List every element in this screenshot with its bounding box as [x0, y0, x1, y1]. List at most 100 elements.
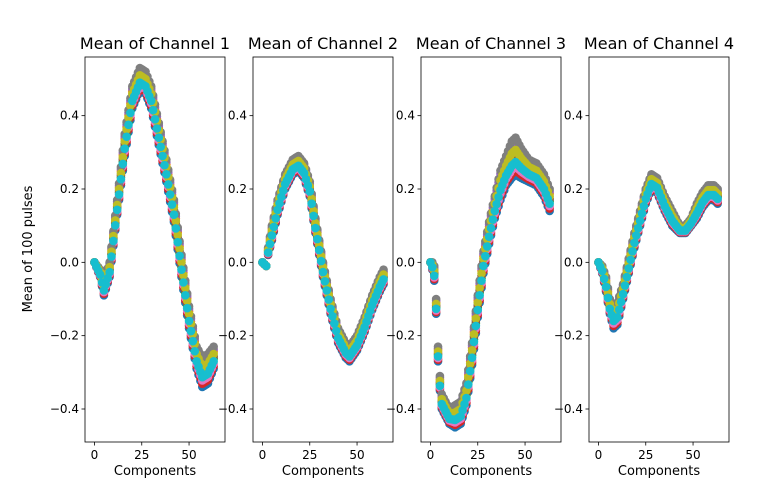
data-point — [601, 282, 611, 292]
x-tick-label: 25 — [638, 448, 653, 462]
data-point — [614, 305, 624, 314]
data-point — [473, 298, 483, 307]
data-point — [154, 133, 164, 142]
x-axis-label: Components — [618, 464, 700, 479]
data-point — [152, 124, 162, 133]
y-tick-label: 0.4 — [564, 109, 583, 123]
data-point — [184, 316, 194, 326]
data-point — [628, 247, 637, 256]
y-tick-label: −0.4 — [218, 402, 247, 416]
data-point — [177, 265, 186, 274]
data-point — [633, 223, 643, 233]
x-axis-label: Components — [282, 464, 364, 479]
data-point — [630, 238, 639, 248]
data-point — [314, 245, 324, 255]
data-point — [492, 199, 501, 209]
data-point — [265, 239, 275, 249]
data-point — [267, 231, 277, 240]
data-point — [316, 256, 326, 266]
data-point — [116, 168, 126, 178]
x-axis-label: Components — [450, 464, 532, 479]
data-point — [713, 194, 722, 204]
data-point — [479, 261, 488, 271]
data-point — [124, 120, 133, 130]
data-point — [167, 200, 177, 209]
x-tick-label: 50 — [517, 448, 532, 462]
data-point — [464, 380, 473, 389]
data-point — [622, 272, 632, 282]
data-point — [481, 251, 490, 261]
scatter-points — [90, 63, 218, 392]
scatter-points — [594, 170, 722, 333]
scatter-points — [258, 151, 388, 366]
data-point — [307, 199, 316, 208]
data-point — [126, 108, 135, 118]
data-point — [107, 252, 116, 261]
y-tick-label: 0.0 — [396, 255, 415, 269]
data-point — [429, 271, 439, 281]
x-tick-label: 25 — [302, 448, 317, 462]
data-point — [179, 278, 188, 287]
x-axis-label: Components — [114, 464, 196, 479]
y-tick-label: 0.4 — [228, 109, 247, 123]
subplot-1: 0 25 50 −0.4 −0.2 0.0 0.2 0.4 Mean of Channel 1 C… — [50, 34, 230, 479]
axes-frame — [84, 56, 226, 443]
data-point — [469, 330, 479, 339]
data-point — [330, 319, 339, 328]
data-point — [620, 281, 630, 290]
data-point — [120, 144, 130, 153]
data-point — [156, 142, 165, 152]
data-point — [626, 255, 635, 265]
chart-title: Mean of Channel 3 — [416, 34, 566, 53]
data-point — [467, 346, 477, 355]
data-point — [624, 264, 634, 273]
data-point — [112, 205, 122, 215]
data-point — [484, 232, 494, 241]
subplot-3: 0 25 50 −0.4 −0.2 0.0 0.2 0.4 Mean of Channel 3 C… — [386, 34, 566, 479]
data-point — [263, 248, 273, 257]
data-point — [379, 275, 388, 284]
data-point — [482, 242, 492, 251]
scatter-points — [426, 133, 554, 432]
data-point — [182, 303, 192, 313]
data-point — [473, 305, 483, 315]
data-point — [435, 381, 445, 391]
data-point — [477, 269, 486, 278]
data-point — [618, 289, 628, 299]
data-point — [632, 231, 641, 240]
data-point — [209, 349, 218, 359]
y-tick-label: 0.4 — [60, 109, 79, 123]
x-tick-label: 0 — [427, 448, 435, 462]
y-tick-label: 0.2 — [396, 182, 415, 196]
data-point — [271, 214, 281, 223]
data-point — [261, 261, 271, 271]
data-point — [433, 352, 443, 361]
y-tick-label: −0.4 — [386, 402, 415, 416]
data-point — [175, 251, 184, 261]
data-point — [158, 151, 167, 161]
data-point — [490, 206, 500, 216]
data-point — [467, 353, 477, 362]
data-point — [477, 276, 486, 285]
data-point — [122, 132, 131, 142]
x-tick-label: 50 — [349, 448, 364, 462]
data-point — [150, 115, 160, 124]
data-point — [428, 262, 437, 272]
data-point — [190, 346, 200, 356]
data-point — [269, 222, 279, 232]
data-point — [616, 297, 626, 307]
data-point — [163, 180, 173, 189]
data-point — [462, 393, 471, 403]
data-point — [639, 201, 649, 211]
data-point — [475, 291, 484, 300]
y-tick-label: 0.2 — [228, 182, 247, 196]
data-point — [305, 187, 315, 196]
data-point — [209, 342, 218, 351]
data-point — [471, 314, 481, 323]
data-point — [169, 210, 179, 219]
y-tick-label: −0.4 — [50, 402, 79, 416]
x-tick-label: 0 — [259, 448, 267, 462]
data-point — [465, 366, 475, 376]
data-point — [160, 160, 169, 170]
